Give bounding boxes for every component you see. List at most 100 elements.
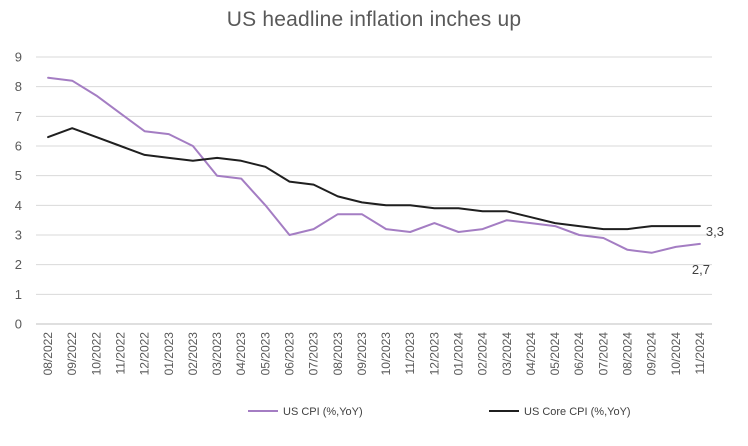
data-point — [481, 228, 483, 230]
data-point — [119, 145, 121, 147]
legend-item-us-cpi-label: US CPI (%,YoY) — [283, 406, 363, 418]
data-point — [337, 213, 339, 215]
data-point — [554, 225, 556, 227]
x-tick-label: 12/2023 — [427, 332, 441, 376]
x-tick-label: 07/2023 — [307, 332, 321, 376]
x-tick-label: 06/2024 — [572, 332, 586, 376]
x-tick-label: 12/2022 — [138, 332, 152, 376]
x-tick-label: 03/2024 — [500, 332, 514, 376]
y-tick-label: 4 — [15, 198, 22, 213]
data-point — [506, 219, 508, 221]
data-point — [457, 207, 459, 209]
x-tick-label: 09/2024 — [645, 332, 659, 376]
x-tick-label: 02/2023 — [186, 332, 200, 376]
data-point — [143, 130, 145, 132]
data-point — [192, 145, 194, 147]
data-point — [602, 237, 604, 239]
y-tick-label: 8 — [15, 79, 22, 94]
data-point — [675, 225, 677, 227]
x-tick-label: 02/2024 — [476, 332, 490, 376]
data-point — [240, 160, 242, 162]
data-point — [578, 234, 580, 236]
data-point — [95, 136, 97, 138]
data-point — [216, 157, 218, 159]
y-tick-label: 9 — [15, 50, 22, 65]
data-point — [530, 216, 532, 218]
series-line-us-cpi — [47, 76, 701, 254]
data-point — [47, 77, 49, 79]
data-point — [699, 243, 701, 245]
data-point — [216, 174, 218, 176]
x-tick-label: 09/2022 — [65, 332, 79, 376]
end-label-us-cpi: 2,7 — [692, 262, 710, 277]
data-point — [168, 133, 170, 135]
x-tick-label: 10/2022 — [89, 332, 103, 376]
data-point — [626, 228, 628, 230]
data-point — [71, 127, 73, 129]
data-point — [650, 225, 652, 227]
x-tick-label: 01/2024 — [452, 332, 466, 376]
data-point — [506, 210, 508, 212]
data-point — [312, 228, 314, 230]
x-tick-label: 05/2023 — [258, 332, 272, 376]
x-tick-label: 01/2023 — [162, 332, 176, 376]
x-tick-label: 03/2023 — [210, 332, 224, 376]
x-tick-label: 11/2022 — [114, 332, 128, 375]
data-point — [288, 234, 290, 236]
data-point — [433, 207, 435, 209]
data-point — [288, 180, 290, 182]
y-tick-label: 6 — [15, 139, 22, 154]
y-tick-label: 3 — [15, 228, 22, 243]
data-point — [433, 222, 435, 224]
x-tick-label: 04/2023 — [234, 332, 248, 376]
x-tick-label: 11/2023 — [403, 332, 417, 375]
x-tick-label: 07/2024 — [596, 332, 610, 376]
x-tick-label: 11/2024 — [693, 332, 707, 375]
x-tick-label: 05/2024 — [548, 332, 562, 376]
y-tick-label: 5 — [15, 168, 22, 183]
data-point — [675, 246, 677, 248]
data-point — [385, 204, 387, 206]
x-tick-label: 08/2022 — [41, 332, 55, 376]
data-point — [47, 136, 49, 138]
x-tick-label: 10/2024 — [669, 332, 683, 376]
data-point — [409, 204, 411, 206]
data-point — [457, 231, 459, 233]
data-point — [554, 222, 556, 224]
y-tick-label: 0 — [15, 317, 22, 332]
legend-item-us-core-cpi-label: US Core CPI (%,YoY) — [524, 406, 631, 418]
data-point — [240, 177, 242, 179]
data-point — [361, 213, 363, 215]
data-point — [143, 154, 145, 156]
data-point — [626, 249, 628, 251]
x-tick-label: 06/2023 — [283, 332, 297, 376]
data-point — [409, 231, 411, 233]
x-tick-label: 08/2023 — [331, 332, 345, 376]
data-point — [264, 204, 266, 206]
data-point — [530, 222, 532, 224]
data-point — [481, 210, 483, 212]
x-tick-label: 04/2024 — [524, 332, 538, 376]
data-point — [192, 160, 194, 162]
data-point — [71, 80, 73, 82]
x-tick-label: 08/2024 — [621, 332, 635, 376]
data-point — [361, 201, 363, 203]
y-tick-label: 7 — [15, 109, 22, 124]
data-point — [578, 225, 580, 227]
end-label-us-core-cpi: 3,3 — [706, 224, 724, 239]
y-tick-label: 1 — [15, 287, 22, 302]
y-tick-label: 2 — [15, 257, 22, 272]
data-point — [168, 157, 170, 159]
data-point — [385, 228, 387, 230]
x-tick-label: 10/2023 — [379, 332, 393, 376]
data-point — [337, 195, 339, 197]
chart-title: US headline inflation inches up — [226, 8, 522, 31]
series-line-us-core-cpi — [47, 127, 701, 231]
data-point — [95, 94, 97, 96]
data-point — [650, 252, 652, 254]
x-tick-label: 09/2023 — [355, 332, 369, 376]
data-point — [699, 225, 701, 227]
data-point — [119, 112, 121, 114]
